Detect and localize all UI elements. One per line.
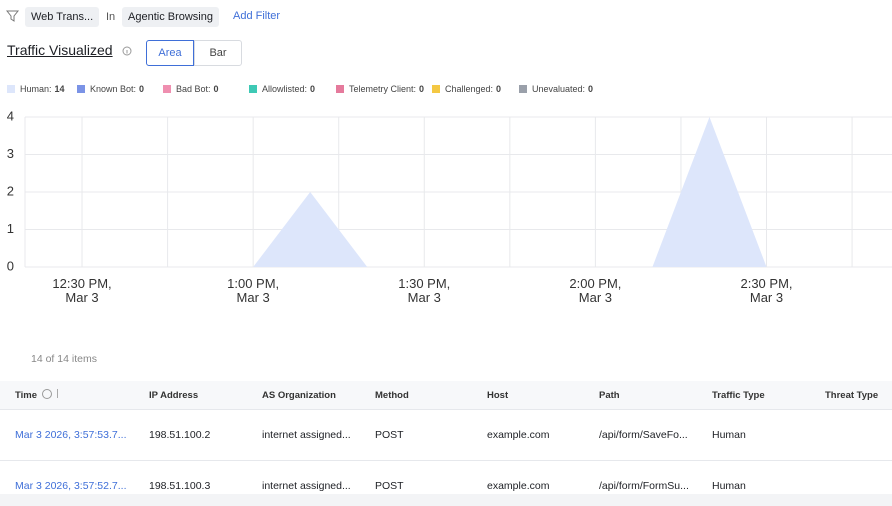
y-tick-label: 0: [7, 258, 14, 273]
legend-count: 14: [54, 84, 65, 94]
table-cell: POST: [375, 429, 404, 441]
legend-count: 0: [213, 84, 219, 94]
x-tick-label: 1:00 PM, Mar 3: [227, 276, 280, 305]
legend-swatch: [336, 85, 344, 93]
sort-icon: [42, 389, 52, 399]
table-cell[interactable]: Mar 3 2026, 3:57:53.7...: [15, 429, 127, 441]
table-cell: Human: [712, 429, 746, 441]
area: [25, 117, 881, 267]
chart: 0 1 2 3 4: [7, 108, 892, 273]
table-cell: internet assigned...: [262, 480, 351, 492]
toggle-option[interactable]: Area: [146, 40, 194, 66]
legend-item[interactable]: Human: 14: [7, 84, 65, 94]
table-cell: example.com: [487, 480, 550, 492]
legend-label: Allowlisted:: [262, 84, 308, 94]
table-cell: 198.51.100.2: [149, 429, 211, 441]
legend-label: Bad Bot:: [176, 84, 211, 94]
row-border: [0, 460, 892, 461]
filter-value[interactable]: Agentic Browsing: [122, 7, 219, 27]
column-header: Traffic Type: [712, 390, 765, 401]
legend-label: Known Bot:: [90, 84, 137, 94]
y-tick-label: 1: [7, 221, 14, 236]
column-header: Method: [375, 390, 409, 401]
x-tick-label: 2:30 PM, Mar 3: [740, 276, 793, 305]
column-header: Path: [599, 390, 620, 401]
table-cell: example.com: [487, 429, 550, 441]
legend-label: Human:: [20, 84, 52, 94]
table-cell: /api/form/FormSu...: [599, 480, 689, 492]
filter-operator: In: [106, 11, 116, 23]
table-header: [0, 381, 892, 410]
item-count: 14 of 14 items: [31, 353, 97, 365]
table-cell: Human: [712, 480, 746, 492]
info-icon: [122, 46, 132, 56]
section-title: Traffic Visualized: [7, 42, 113, 58]
filter-icon: [6, 10, 20, 22]
sort-icon: [57, 389, 62, 398]
filter-field[interactable]: Web Trans...: [25, 7, 100, 27]
legend-swatch: [77, 85, 85, 93]
column-header: AS Organization: [262, 390, 336, 401]
legend-label: Challenged:: [445, 84, 494, 94]
add-filter[interactable]: Add Filter: [233, 10, 281, 22]
legend-swatch: [7, 85, 15, 93]
legend-swatch: [519, 85, 527, 93]
y-tick-label: 2: [7, 183, 14, 198]
legend-count: 0: [139, 84, 145, 94]
x-tick-label: 1:30 PM, Mar 3: [398, 276, 451, 305]
legend-label: Telemetry Client:: [349, 84, 417, 94]
column-header[interactable]: Time: [15, 390, 38, 401]
table-cell: 198.51.100.3: [149, 480, 211, 492]
scroll-fade: [0, 494, 892, 506]
legend-item[interactable]: Bad Bot: 0: [163, 84, 219, 94]
column-header: IP Address: [149, 390, 199, 401]
table-cell[interactable]: Mar 3 2026, 3:57:52.7...: [15, 480, 127, 492]
legend-item[interactable]: Challenged: 0: [432, 84, 501, 94]
y-tick-label: 3: [7, 146, 14, 161]
legend-count: 0: [310, 84, 316, 94]
legend-item[interactable]: Allowlisted: 0: [249, 84, 315, 94]
toggle-option[interactable]: Bar: [194, 40, 242, 66]
column-header: Threat Type: [825, 390, 879, 401]
legend-item[interactable]: Unevaluated: 0: [519, 84, 593, 94]
legend-item[interactable]: Telemetry Client: 0: [336, 84, 424, 94]
legend-count: 0: [419, 84, 425, 94]
x-tick-label: 12:30 PM, Mar 3: [52, 276, 112, 305]
table-cell: /api/form/SaveFo...: [599, 429, 688, 441]
legend-swatch: [432, 85, 440, 93]
view-toggle: Area Bar: [146, 40, 242, 66]
legend-swatch: [163, 85, 171, 93]
legend-count: 0: [588, 84, 594, 94]
legend-count: 0: [496, 84, 502, 94]
legend-item[interactable]: Known Bot: 0: [77, 84, 144, 94]
table-cell: internet assigned...: [262, 429, 351, 441]
legend-swatch: [249, 85, 257, 93]
column-header: Host: [487, 390, 509, 401]
x-tick-label: 2:00 PM, Mar 3: [569, 276, 622, 305]
table-cell: POST: [375, 480, 404, 492]
y-tick-label: 4: [7, 108, 14, 123]
legend-label: Unevaluated:: [532, 84, 586, 94]
